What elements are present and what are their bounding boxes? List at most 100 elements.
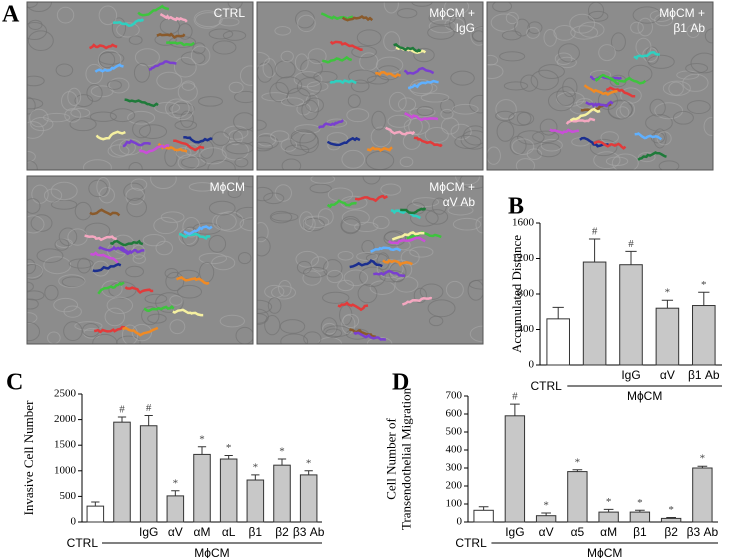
significance-marker: * xyxy=(226,442,232,454)
cell-texture xyxy=(607,99,633,120)
cell-texture xyxy=(517,130,545,145)
cell-texture xyxy=(508,111,535,126)
cell-track xyxy=(413,136,443,148)
cell-texture xyxy=(63,321,83,342)
cell-texture xyxy=(27,21,48,41)
cell-track xyxy=(326,199,357,209)
y-axis-label: Accumulated Distance xyxy=(509,235,524,353)
cell-texture xyxy=(232,128,253,145)
cell-texture xyxy=(164,98,190,119)
x-tick-label: IgG xyxy=(139,525,158,539)
cell-texture xyxy=(27,262,44,279)
cell-texture xyxy=(294,124,321,134)
cell-track xyxy=(143,304,175,313)
cell-texture xyxy=(141,306,160,326)
cell-texture xyxy=(188,182,216,192)
cell-texture xyxy=(413,287,427,304)
cell-texture xyxy=(342,313,360,329)
micrograph-bg xyxy=(27,176,253,344)
cell-track xyxy=(172,308,204,317)
cell-texture xyxy=(67,87,82,106)
cell-texture xyxy=(431,197,447,215)
bar xyxy=(113,421,131,523)
cell-texture xyxy=(257,141,273,152)
bar xyxy=(166,495,185,523)
cell-texture xyxy=(351,45,377,59)
cell-texture xyxy=(228,81,244,94)
cell-texture xyxy=(160,211,185,223)
y-tick-label: 2000 xyxy=(54,413,77,425)
cell-track xyxy=(407,79,439,90)
cell-texture xyxy=(74,201,92,221)
cell-texture xyxy=(302,266,328,278)
cell-texture xyxy=(387,114,412,128)
cell-texture xyxy=(212,40,237,55)
cell-track xyxy=(337,301,369,312)
error-bar xyxy=(144,415,153,426)
micrograph-frame xyxy=(486,1,714,171)
cell-track xyxy=(92,262,122,273)
cell-track xyxy=(637,151,667,161)
cell-texture xyxy=(428,10,456,26)
cell-texture xyxy=(454,134,482,149)
micrograph xyxy=(257,2,483,170)
bar xyxy=(619,264,643,366)
cell-texture xyxy=(347,94,361,109)
cell-texture xyxy=(104,307,126,327)
cell-texture xyxy=(177,82,198,102)
cell-texture xyxy=(503,81,529,91)
error-bar xyxy=(666,517,676,519)
cell-texture xyxy=(154,101,181,114)
cell-track xyxy=(109,239,144,247)
cell-texture xyxy=(257,221,269,243)
cell-track xyxy=(326,136,361,147)
cell-track xyxy=(183,135,213,144)
cell-texture xyxy=(27,312,38,324)
cell-texture xyxy=(527,21,543,34)
cell-track xyxy=(400,207,427,215)
cell-texture xyxy=(658,160,680,170)
cell-texture xyxy=(293,71,323,88)
cell-texture xyxy=(96,176,111,197)
cell-texture xyxy=(397,97,417,112)
cell-texture xyxy=(455,176,480,186)
cell-texture xyxy=(238,176,253,188)
cell-texture xyxy=(425,209,449,225)
cell-texture xyxy=(682,73,709,92)
error-bar xyxy=(697,465,708,468)
cell-texture xyxy=(348,69,377,84)
y-tick-label: 100 xyxy=(446,498,463,510)
cell-texture xyxy=(132,254,146,264)
cell-track xyxy=(98,245,132,256)
cell-texture xyxy=(317,208,334,226)
cell-track xyxy=(594,73,620,85)
cell-texture xyxy=(409,246,434,258)
cell-texture xyxy=(123,182,145,201)
cell-texture xyxy=(208,235,227,253)
cell-texture xyxy=(600,131,619,144)
cell-texture xyxy=(63,305,82,318)
cell-texture xyxy=(350,79,370,93)
cell-texture xyxy=(569,13,596,34)
cell-track xyxy=(322,55,353,64)
error-bar xyxy=(304,470,313,475)
error-bar xyxy=(91,501,100,507)
cell-track xyxy=(173,139,205,152)
cell-texture xyxy=(138,124,168,139)
cell-texture xyxy=(598,44,616,62)
cell-texture xyxy=(44,284,59,301)
cell-texture xyxy=(299,211,314,231)
y-tick-label: 0 xyxy=(71,516,77,528)
cell-texture xyxy=(302,270,322,286)
cell-texture xyxy=(110,138,136,157)
cell-texture xyxy=(340,215,361,235)
significance-marker: * xyxy=(279,446,285,458)
significance-marker: # xyxy=(119,404,125,416)
cell-texture xyxy=(302,216,316,232)
cell-texture xyxy=(198,252,228,265)
error-bar xyxy=(552,306,564,319)
cell-texture xyxy=(467,279,483,301)
cell-texture xyxy=(267,297,282,314)
cell-texture xyxy=(264,314,281,336)
significance-marker: * xyxy=(173,477,179,489)
